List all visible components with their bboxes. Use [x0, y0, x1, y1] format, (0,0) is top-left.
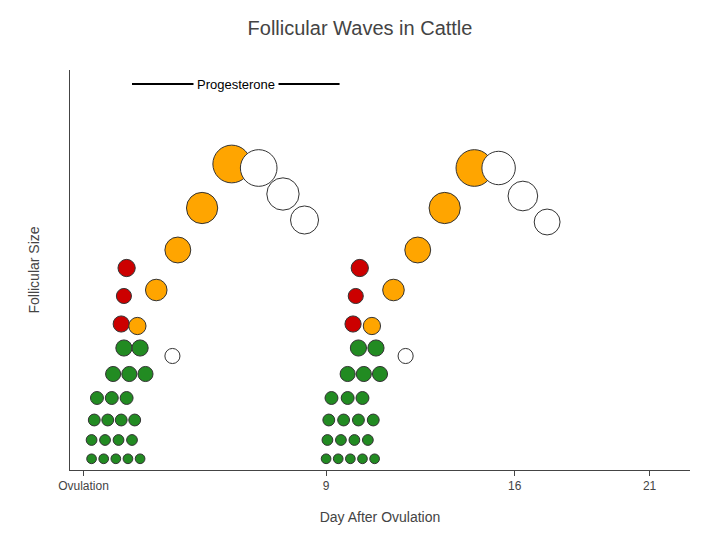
svg-text:9: 9 — [323, 479, 330, 493]
svg-text:16: 16 — [508, 479, 522, 493]
svg-text:Day After Ovulation: Day After Ovulation — [320, 509, 441, 525]
svg-text:21: 21 — [643, 479, 657, 493]
svg-text:Follicular Size: Follicular Size — [26, 226, 42, 313]
svg-text:Ovulation: Ovulation — [58, 479, 109, 493]
svg-text:Progesterone: Progesterone — [197, 77, 275, 92]
svg-text:Follicular Waves in Cattle: Follicular Waves in Cattle — [248, 17, 473, 39]
